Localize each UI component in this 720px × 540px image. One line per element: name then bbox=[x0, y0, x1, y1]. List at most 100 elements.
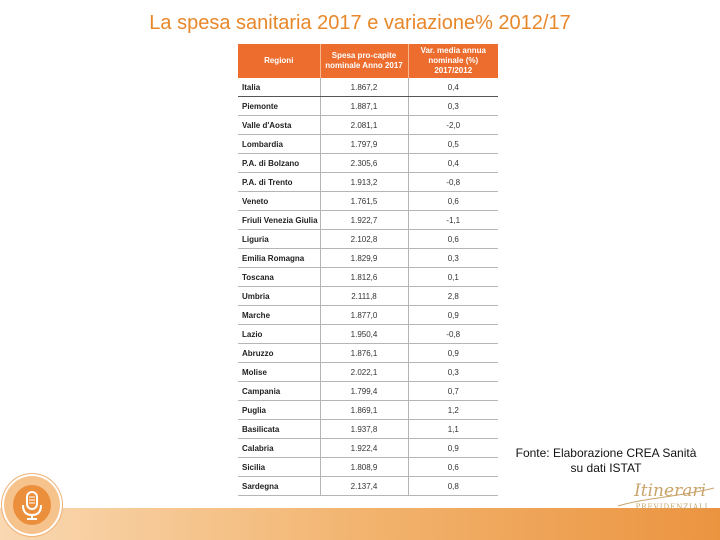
table-body: Italia 1.867,2 0,4 Piemonte 1.887,1 0,3 Valle … bbox=[238, 78, 498, 496]
table-row: Abruzzo 1.876,1 0,9 bbox=[238, 343, 498, 363]
header-spending: Spesa pro-capite nominale Anno 2017 bbox=[320, 44, 409, 78]
spending-cell: 1.797,9 bbox=[320, 134, 409, 154]
spending-cell: 1.913,2 bbox=[320, 172, 409, 192]
region-cell: Italia bbox=[238, 78, 321, 97]
table-row: Friuli Venezia Giulia 1.922,7 -1,1 bbox=[238, 210, 498, 230]
spending-cell: 2.022,1 bbox=[320, 362, 409, 382]
spending-cell: 1.829,9 bbox=[320, 248, 409, 268]
variation-cell: 0,6 bbox=[408, 229, 498, 249]
spending-cell: 1.877,0 bbox=[320, 305, 409, 325]
spending-cell: 2.137,4 bbox=[320, 476, 409, 496]
spending-cell: 1.887,1 bbox=[320, 96, 409, 116]
region-cell: Marche bbox=[238, 305, 321, 325]
region-cell: Sicilia bbox=[238, 457, 321, 477]
variation-cell: 0,6 bbox=[408, 191, 498, 211]
variation-cell: 0,3 bbox=[408, 248, 498, 268]
microphone-icon bbox=[22, 491, 42, 520]
spending-cell: 1.876,1 bbox=[320, 343, 409, 363]
table-row: Valle d'Aosta 2.081,1 -2,0 bbox=[238, 115, 498, 135]
variation-cell: 1,2 bbox=[408, 400, 498, 420]
region-cell: Calabria bbox=[238, 438, 321, 458]
table-row: P.A. di Bolzano 2.305,6 0,4 bbox=[238, 153, 498, 173]
variation-cell: 2,8 bbox=[408, 286, 498, 306]
logo-script: Itinerari bbox=[633, 481, 706, 501]
variation-cell: -0,8 bbox=[408, 172, 498, 192]
table-row: Calabria 1.922,4 0,9 bbox=[238, 438, 498, 458]
variation-cell: -2,0 bbox=[408, 115, 498, 135]
source-line-2: su dati ISTAT bbox=[570, 461, 642, 475]
table-row: Lazio 1.950,4 -0,8 bbox=[238, 324, 498, 344]
region-cell: Friuli Venezia Giulia bbox=[238, 210, 321, 230]
spending-cell: 2.102,8 bbox=[320, 229, 409, 249]
variation-cell: 0,9 bbox=[408, 343, 498, 363]
variation-cell: 0,3 bbox=[408, 96, 498, 116]
page-title: La spesa sanitaria 2017 e variazione% 20… bbox=[149, 12, 571, 34]
region-cell: P.A. di Trento bbox=[238, 172, 321, 192]
table-row: Toscana 1.812,6 0,1 bbox=[238, 267, 498, 287]
region-cell: Liguria bbox=[238, 229, 321, 249]
header-regions: Regioni bbox=[238, 44, 321, 78]
table-row: Veneto 1.761,5 0,6 bbox=[238, 191, 498, 211]
variation-cell: 1,1 bbox=[408, 419, 498, 439]
spending-cell: 1.808,9 bbox=[320, 457, 409, 477]
region-cell: Lazio bbox=[238, 324, 321, 344]
table-row: Puglia 1.869,1 1,2 bbox=[238, 400, 498, 420]
spending-cell: 1.867,2 bbox=[320, 78, 409, 97]
variation-cell: 0,4 bbox=[408, 78, 498, 97]
regional-spending-table: Regioni Spesa pro-capite nominale Anno 2… bbox=[238, 44, 498, 496]
spending-cell: 1.922,4 bbox=[320, 438, 409, 458]
region-cell: Umbria bbox=[238, 286, 321, 306]
region-cell: Piemonte bbox=[238, 96, 321, 116]
footer-bar bbox=[0, 508, 720, 540]
table-row: Sardegna 2.137,4 0,8 bbox=[238, 476, 498, 496]
variation-cell: -0,8 bbox=[408, 324, 498, 344]
variation-cell: 0,1 bbox=[408, 267, 498, 287]
table-row: Molise 2.022,1 0,3 bbox=[238, 362, 498, 382]
spending-cell: 1.922,7 bbox=[320, 210, 409, 230]
region-cell: Abruzzo bbox=[238, 343, 321, 363]
region-cell: Valle d'Aosta bbox=[238, 115, 321, 135]
region-cell: Veneto bbox=[238, 191, 321, 211]
table-row: Umbria 2.111,8 2,8 bbox=[238, 286, 498, 306]
region-cell: Campania bbox=[238, 381, 321, 401]
spending-cell: 1.799,4 bbox=[320, 381, 409, 401]
variation-cell: 0,9 bbox=[408, 438, 498, 458]
logo-caption: PREVIDENZIALI bbox=[636, 503, 709, 511]
variation-cell: 0,3 bbox=[408, 362, 498, 382]
table-row: Emilia Romagna 1.829,9 0,3 bbox=[238, 248, 498, 268]
table-row: Sicilia 1.808,9 0,6 bbox=[238, 457, 498, 477]
spending-cell: 1.812,6 bbox=[320, 267, 409, 287]
region-cell: Molise bbox=[238, 362, 321, 382]
spending-cell: 1.950,4 bbox=[320, 324, 409, 344]
source-line-1: Fonte: Elaborazione CREA Sanità bbox=[515, 446, 697, 460]
table-row: Marche 1.877,0 0,9 bbox=[238, 305, 498, 325]
table-header-row: Regioni Spesa pro-capite nominale Anno 2… bbox=[238, 44, 498, 78]
table-row: Campania 1.799,4 0,7 bbox=[238, 381, 498, 401]
spending-cell: 1.869,1 bbox=[320, 400, 409, 420]
variation-cell: 0,6 bbox=[408, 457, 498, 477]
spending-cell: 2.305,6 bbox=[320, 153, 409, 173]
table-row: P.A. di Trento 1.913,2 -0,8 bbox=[238, 172, 498, 192]
spending-cell: 2.081,1 bbox=[320, 115, 409, 135]
spending-cell: 1.761,5 bbox=[320, 191, 409, 211]
variation-cell: 0,7 bbox=[408, 381, 498, 401]
variation-cell: 0,8 bbox=[408, 476, 498, 496]
region-cell: Basilicata bbox=[238, 419, 321, 439]
region-cell: Puglia bbox=[238, 400, 321, 420]
table-row: Italia 1.867,2 0,4 bbox=[238, 78, 498, 97]
source-note: Fonte: Elaborazione CREA Sanità su dati … bbox=[508, 446, 704, 476]
table-row: Liguria 2.102,8 0,6 bbox=[238, 229, 498, 249]
variation-cell: 0,5 bbox=[408, 134, 498, 154]
spending-cell: 2.111,8 bbox=[320, 286, 409, 306]
region-cell: Emilia Romagna bbox=[238, 248, 321, 268]
variation-cell: 0,9 bbox=[408, 305, 498, 325]
itinerari-logo: Itinerari PREVIDENZIALI bbox=[617, 481, 715, 511]
variation-cell: -1,1 bbox=[408, 210, 498, 230]
variation-cell: 0,4 bbox=[408, 153, 498, 173]
table-row: Basilicata 1.937,8 1,1 bbox=[238, 419, 498, 439]
region-cell: Sardegna bbox=[238, 476, 321, 496]
table-row: Lombardia 1.797,9 0,5 bbox=[238, 134, 498, 154]
microphone-badge bbox=[2, 474, 62, 536]
spending-cell: 1.937,8 bbox=[320, 419, 409, 439]
header-variation: Var. media annua nominale (%) 2017/2012 bbox=[408, 44, 498, 78]
